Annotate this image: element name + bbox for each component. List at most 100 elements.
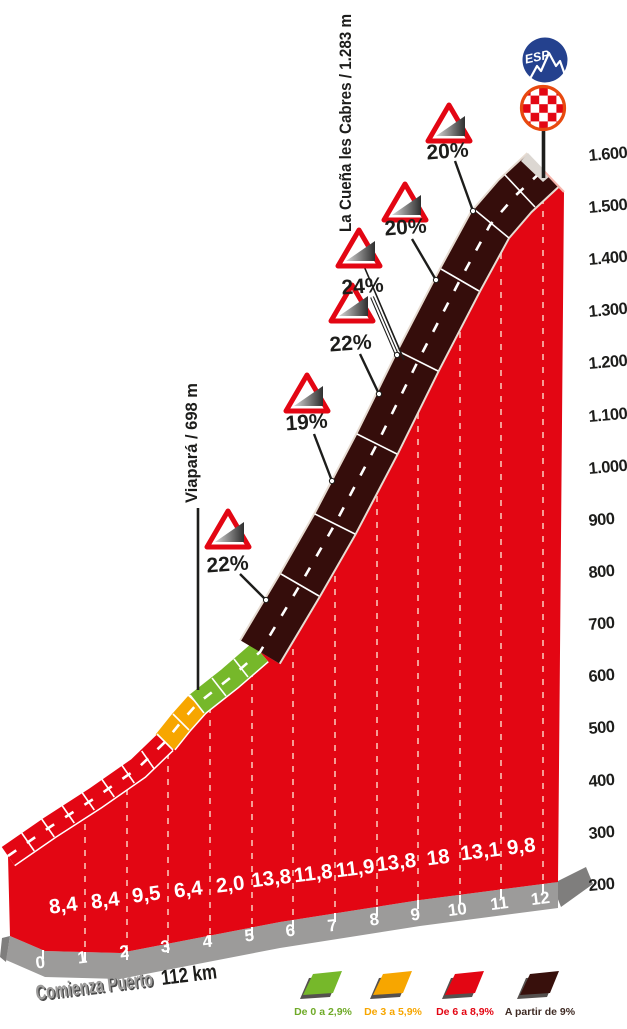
landmark-label-viapara: Viapará / 698 m [183, 383, 201, 503]
legend-item: De 3 a 5,9% [364, 971, 423, 1018]
km-tick-label: 3 [159, 937, 171, 957]
legend-swatch-orange [373, 971, 412, 995]
pointer-dot [469, 207, 477, 215]
finish-checker-badge [519, 84, 567, 132]
slope-wedge-icon [339, 296, 368, 316]
legend-item: A partir de 9% [505, 971, 576, 1018]
legend-swatch-green [303, 971, 342, 995]
steep-marker-pct: 20% [384, 215, 428, 241]
road-band [0, 152, 560, 867]
steep-marker: 20% [425, 102, 477, 215]
esp-badge: ESP [522, 37, 568, 83]
km-tick-label: 10 [447, 899, 468, 920]
legend-swatch-red [445, 971, 484, 995]
km-tick-label: 11 [489, 893, 509, 914]
elevation-tick-label: 1.100 [588, 405, 627, 426]
gradient-value: 8,4 [90, 887, 122, 913]
elevation-tick-label: 400 [588, 771, 616, 791]
km-tick-label: 12 [530, 888, 551, 909]
road-center-line [7, 169, 544, 858]
elevation-tick-label: 1.200 [588, 352, 627, 373]
legend-label: De 0 a 2,9% [294, 1006, 352, 1018]
legend-item: De 0 a 2,9% [294, 971, 353, 1018]
pointer-dot [328, 477, 336, 485]
landmark-labels: Viapará / 698 m La Cueña les Cabres / 1.… [183, 14, 355, 503]
slope-wedge-icon [294, 386, 323, 406]
km-tick-label: 1 [76, 948, 88, 968]
km-tick-label: 5 [243, 926, 255, 946]
checker-circle [522, 87, 564, 129]
gradient-value: 9,5 [131, 881, 162, 907]
base-slab [0, 867, 593, 979]
gradient-value: 13,8 [250, 865, 292, 893]
gradient-value: 11,8 [293, 860, 334, 888]
gradient-value: 8,4 [48, 892, 80, 918]
elevation-tick-label: 500 [588, 718, 616, 738]
summit-shoulder-highlight [542, 169, 565, 193]
steep-marker-pct: 19% [285, 410, 329, 436]
steep-marker: 19% [283, 372, 336, 485]
legend-label: De 3 a 5,9% [364, 1006, 422, 1018]
legend-label: A partir de 9% [505, 1006, 576, 1018]
gradient-value: 13,8 [375, 849, 417, 877]
slab-right-cap [552, 867, 593, 907]
steep-marker: 22% [328, 282, 383, 398]
elevation-tick-label: 1.400 [588, 248, 627, 269]
steep-marker-pct: 24% [341, 274, 385, 300]
km-gridlines [84, 172, 544, 951]
legend-swatch-dark [520, 971, 559, 995]
mountain-icon [529, 51, 567, 79]
km-tick-label: 8 [368, 910, 380, 930]
steep-marker-pct: 22% [206, 552, 250, 578]
km-tick-label: 7 [326, 916, 338, 936]
elevation-tick-label: 1.500 [588, 196, 627, 217]
gradient-value: 2,0 [215, 871, 246, 897]
km-axis: 0 1 2 3 4 5 6 7 8 9 10 11 12 [34, 888, 550, 973]
steep-marker: 22% [204, 508, 270, 604]
gradient-value: 18 [425, 845, 450, 871]
legend-label: De 6 a 8,9% [436, 1006, 494, 1018]
km-tick-label: 2 [118, 942, 130, 962]
slope-wedge-icon [346, 241, 375, 261]
elevation-tick-label: 600 [588, 666, 616, 686]
steep-marker-pct: 20% [426, 139, 470, 165]
landmark-label-cuena: La Cueña les Cabres / 1.283 m [337, 14, 355, 232]
checker-ring [519, 84, 567, 132]
elevation-tick-label: 800 [588, 562, 616, 582]
elevation-axis: 1.600 1.500 1.400 1.300 1.200 1.100 1.00… [588, 144, 627, 895]
pointer-dot [375, 390, 383, 398]
elevation-tick-label: 1.000 [588, 457, 627, 478]
elevation-tick-label: 900 [588, 510, 616, 530]
gradient-value: 6,4 [173, 876, 205, 902]
slope-wedge-icon [215, 522, 244, 542]
slab-front [6, 882, 558, 979]
elevation-tick-label: 700 [588, 614, 616, 634]
gradient-value: 11,9 [335, 855, 376, 883]
steep-marker: 20% [381, 181, 440, 284]
km-tick-label: 0 [34, 953, 46, 973]
pointer-dot [393, 351, 401, 359]
slab-km-ticks [42, 884, 544, 961]
elevation-tick-label: 1.300 [588, 300, 627, 321]
elevation-tick-label: 300 [588, 823, 616, 843]
steep-markers: 22% 19% 22% 24% [204, 102, 477, 604]
legend: De 0 a 2,9% De 3 a 5,9% De 6 a 8,9% A pa… [294, 971, 576, 1018]
gradient-value: 13,1 [459, 838, 501, 866]
pointer-dot [432, 276, 440, 284]
pointer-dot [262, 596, 270, 604]
gradient-value: 9,8 [506, 833, 537, 859]
steep-marker: 24% [335, 227, 401, 359]
elevation-tick-label: 1.600 [588, 144, 627, 165]
legend-item: De 6 a 8,9% [436, 971, 495, 1018]
elevation-tick-label: 200 [588, 875, 616, 895]
gradient-values: 8,4 8,4 9,5 6,4 2,0 13,8 11,8 11,9 13,8 … [48, 833, 537, 918]
slope-wedge-icon [436, 116, 465, 136]
km-tick-label: 4 [201, 931, 213, 951]
steep-marker-pct: 22% [329, 331, 373, 357]
km-tick-label: 9 [409, 905, 421, 925]
km-tick-label: 6 [284, 921, 296, 941]
slope-wedge-icon [392, 195, 421, 215]
slab-left-cap [0, 936, 10, 962]
